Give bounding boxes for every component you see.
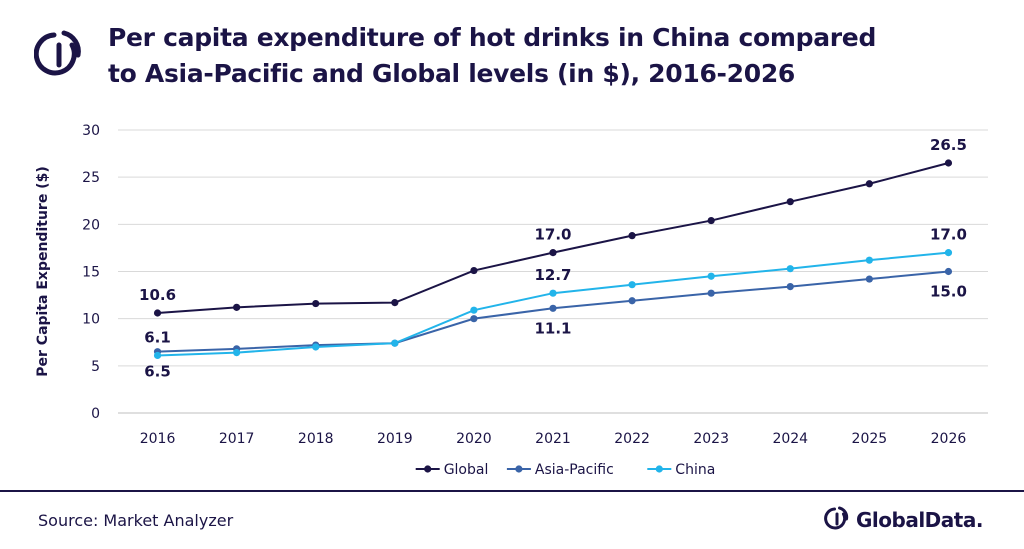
- legend-label: Asia-Pacific: [535, 462, 614, 478]
- data-point: [944, 267, 953, 276]
- footer-divider: [0, 490, 1024, 492]
- data-point: [786, 198, 794, 206]
- data-point: [549, 289, 557, 297]
- data-label: 6.1: [144, 328, 171, 346]
- data-point: [312, 343, 320, 351]
- title-line-1: Per capita expenditure of hot drinks in …: [108, 23, 877, 52]
- data-point: [707, 216, 715, 225]
- data-point: [549, 249, 557, 257]
- data-point: [707, 289, 715, 297]
- data-point: [628, 281, 636, 289]
- y-tick-label: 30: [82, 123, 100, 139]
- x-tick-label: 2023: [693, 431, 729, 447]
- y-tick-label: 10: [82, 312, 100, 328]
- data-point: [153, 309, 162, 317]
- data-point: [470, 266, 478, 275]
- y-tick-label: 15: [82, 265, 100, 281]
- x-tick-label: 2016: [140, 431, 176, 447]
- y-tick-label: 5: [91, 359, 100, 375]
- data-point: [628, 232, 636, 240]
- x-tick-label: 2020: [456, 431, 492, 447]
- data-label: 12.7: [534, 266, 571, 284]
- data-label: 11.1: [534, 319, 571, 337]
- data-point: [786, 282, 794, 291]
- x-tick-label: 2018: [298, 431, 334, 447]
- data-label: 6.5: [144, 363, 171, 381]
- data-point: [549, 304, 557, 312]
- data-label: 10.6: [139, 286, 176, 304]
- data-point: [628, 297, 636, 305]
- data-point: [391, 339, 399, 347]
- x-tick-label: 2021: [535, 431, 571, 447]
- data-label: 26.5: [930, 136, 967, 154]
- data-point: [944, 159, 953, 167]
- data-point: [470, 306, 478, 314]
- legend-label: China: [675, 462, 715, 478]
- x-tick-label: 2022: [614, 431, 650, 447]
- y-tick-label: 20: [82, 217, 100, 233]
- x-tick-label: 2026: [931, 431, 967, 447]
- brand-name: GlobalData.: [856, 508, 983, 532]
- source-note: Source: Market Analyzer: [38, 511, 234, 530]
- x-tick-label: 2024: [772, 431, 808, 447]
- data-point: [944, 249, 953, 257]
- brand-logo: GlobalData.: [824, 503, 983, 537]
- y-tick-label: 0: [91, 406, 100, 422]
- x-tick-label: 2017: [219, 431, 255, 447]
- data-point: [865, 275, 873, 283]
- x-tick-label: 2019: [377, 431, 413, 447]
- data-point: [233, 349, 241, 357]
- legend-swatch-marker: [655, 465, 663, 473]
- globaldata-mark-icon: [34, 30, 81, 76]
- globaldata-brand-icon: [824, 506, 849, 530]
- chart-title: Per capita expenditure of hot drinks in …: [108, 20, 908, 92]
- data-point: [707, 272, 715, 280]
- x-tick-label: 2025: [852, 431, 888, 447]
- data-point: [312, 299, 320, 308]
- data-point: [391, 299, 399, 307]
- data-point: [865, 180, 873, 188]
- legend-swatch-marker: [515, 465, 523, 473]
- data-label: 17.0: [534, 226, 571, 244]
- y-tick-label: 25: [82, 170, 100, 186]
- data-point: [786, 265, 794, 273]
- data-point: [470, 315, 478, 323]
- data-label: 15.0: [930, 283, 967, 301]
- data-label: 17.0: [930, 226, 967, 244]
- data-point: [865, 256, 873, 264]
- legend-label: Global: [444, 462, 489, 478]
- y-axis-label: Per Capita Expenditure ($): [35, 166, 51, 376]
- data-point: [233, 303, 241, 311]
- data-point: [153, 351, 162, 360]
- title-line-2: to Asia-Pacific and Global levels (in $)…: [108, 59, 796, 88]
- legend-swatch-marker: [424, 465, 432, 473]
